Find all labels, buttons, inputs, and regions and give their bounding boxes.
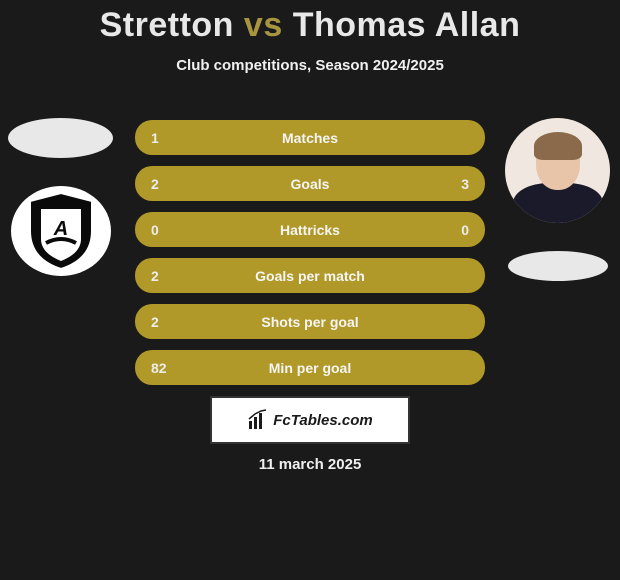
stat-value-right: 0 <box>461 222 469 238</box>
player1-name: Stretton <box>100 6 234 44</box>
stat-value-left: 2 <box>151 268 159 284</box>
date-label: 11 march 2025 <box>0 456 620 473</box>
stat-value-right: 3 <box>461 176 469 192</box>
stat-row-matches: 1 Matches <box>135 120 485 155</box>
right-column <box>505 118 610 281</box>
stat-value-left: 82 <box>151 360 167 376</box>
comparison-card: Stretton vs Thomas Allan Club competitio… <box>0 0 620 580</box>
player2-avatar-icon <box>505 118 610 223</box>
stat-label: Matches <box>282 130 338 146</box>
stat-value-left: 0 <box>151 222 159 238</box>
stat-value-left: 2 <box>151 176 159 192</box>
stat-row-hattricks: 0 Hattricks 0 <box>135 212 485 247</box>
stat-value-left: 2 <box>151 314 159 330</box>
stat-label: Shots per goal <box>261 314 358 330</box>
stat-value-left: 1 <box>151 130 159 146</box>
stat-row-min-per-goal: 82 Min per goal <box>135 350 485 385</box>
stat-row-goals: 2 Goals 3 <box>135 166 485 201</box>
player1-placeholder-icon <box>8 118 113 158</box>
vs-label: vs <box>244 6 283 44</box>
page-title: Stretton vs Thomas Allan <box>0 0 620 45</box>
stat-label: Goals <box>291 176 330 192</box>
club-shield-icon: A <box>26 191 96 271</box>
brand-banner[interactable]: FcTables.com <box>210 396 410 444</box>
stat-label: Min per goal <box>269 360 351 376</box>
stats-chart-icon <box>247 409 269 431</box>
subtitle: Club competitions, Season 2024/2025 <box>0 57 620 74</box>
stat-row-goals-per-match: 2 Goals per match <box>135 258 485 293</box>
svg-text:A: A <box>52 218 67 240</box>
stats-list: 1 Matches 2 Goals 3 0 Hattricks 0 2 Goal… <box>135 120 485 385</box>
stat-label: Goals per match <box>255 268 365 284</box>
player2-club-placeholder-icon <box>508 251 608 281</box>
stat-label: Hattricks <box>280 222 340 238</box>
player2-name: Thomas Allan <box>293 6 521 44</box>
stat-row-shots-per-goal: 2 Shots per goal <box>135 304 485 339</box>
player1-club-icon: A <box>11 186 111 276</box>
brand-text: FcTables.com <box>273 412 372 429</box>
left-column: A <box>8 118 113 276</box>
